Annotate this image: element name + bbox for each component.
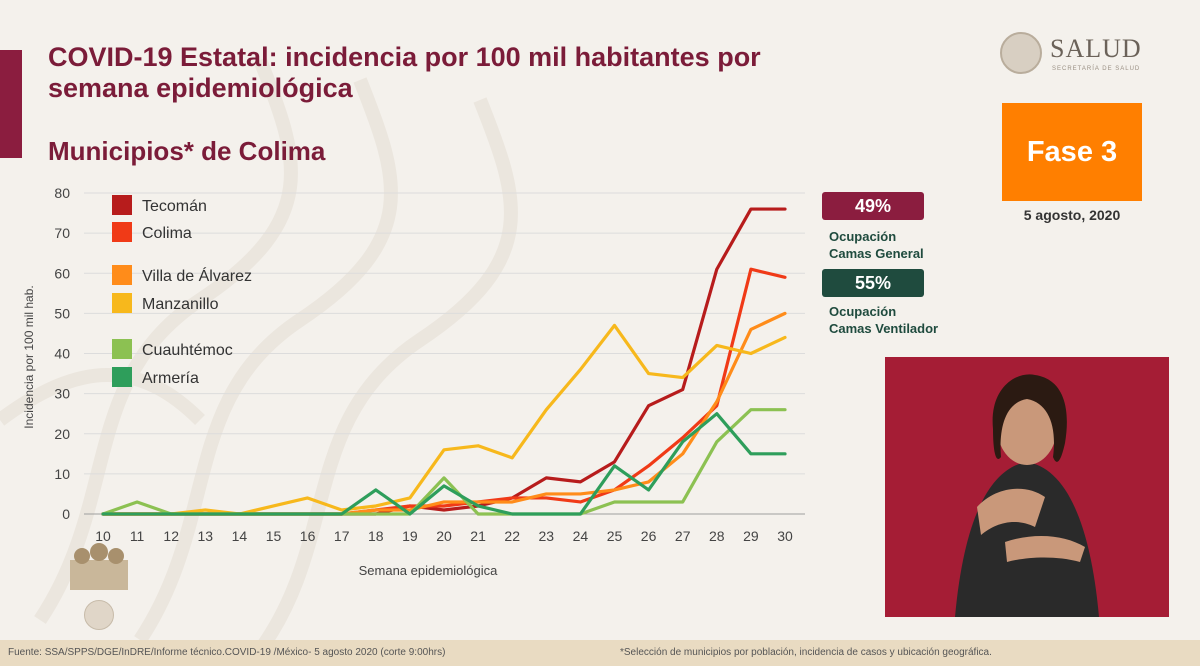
footer-seal-icon [84,600,114,630]
legend-label: Tecomán [142,198,207,215]
y-tick-label: 30 [54,386,70,402]
series-lines [101,207,787,516]
series-line [101,207,787,516]
x-tick-label: 10 [95,528,111,544]
series-line [101,412,787,516]
page-title: COVID-19 Estatal: incidencia por 100 mil… [48,42,908,104]
x-tick-label: 17 [334,528,350,544]
source-note: Fuente: SSA/SPPS/DGE/InDRE/Informe técni… [8,647,446,658]
x-tick-label: 12 [163,528,179,544]
x-tick-label: 11 [130,528,145,544]
x-tick-label: 16 [300,528,316,544]
x-tick-label: 25 [607,528,623,544]
legend-item: Villa de Álvarez [112,265,252,285]
general-beds-label-line2: Camas General [829,246,924,261]
legend-swatch [112,195,132,215]
y-tick-label: 0 [62,506,70,522]
commemorative-emblem [66,540,132,596]
legend-label: Cuauhtémoc [142,342,233,359]
y-tick-label: 50 [54,305,70,321]
y-tick-label: 60 [54,265,70,281]
x-tick-label: 20 [436,528,452,544]
x-tick-label: 21 [470,528,486,544]
sign-language-video [885,357,1169,617]
y-tick-label: 20 [54,426,70,442]
legend-label: Colima [142,225,192,242]
x-tick-label: 24 [573,528,589,544]
x-tick-label: 26 [641,528,657,544]
legend-swatch [112,367,132,387]
x-axis-label: Semana epidemiológica [359,563,499,578]
x-tick-label: 28 [709,528,725,544]
x-tick-label: 30 [777,528,793,544]
ventilator-beds-badge: 55% [822,269,924,297]
chart-legend: Tecomán Colima Villa de Álvarez Manzanillo C… [112,195,252,387]
selection-note: *Selección de municipios por población, … [620,647,992,658]
x-tick-label: 18 [368,528,384,544]
x-tick-label: 23 [539,528,555,544]
phase-badge: Fase 3 [1002,103,1142,201]
logo-text: SALUD [1050,34,1142,63]
report-date: 5 agosto, 2020 [1023,207,1121,223]
general-beds-badge: 49% [822,192,924,220]
y-tick-label: 10 [54,466,70,482]
legend-item: Cuauhtémoc [112,339,233,359]
legend-label: Villa de Álvarez [142,266,252,285]
legend-item: Colima [112,222,192,242]
interpreter-figure [955,374,1099,617]
footer-bar: Fuente: SSA/SPPS/DGE/InDRE/Informe técni… [0,640,1200,666]
legend-swatch [112,222,132,242]
x-tick-label: 13 [198,528,214,544]
legend-item: Armería [112,367,199,387]
series-line [101,408,787,516]
mexico-seal-icon [1000,32,1042,74]
x-tick-label: 15 [266,528,282,544]
page-subtitle: Municipios* de Colima [48,136,326,166]
x-tick-label: 19 [402,528,418,544]
y-tick-label: 80 [54,185,70,201]
y-tick-labels: 0 10 20 30 40 50 60 70 80 [54,185,70,522]
x-tick-label: 22 [504,528,520,544]
title-line-2: semana epidemiológica [48,73,353,103]
general-beds-label: Ocupación Camas General [829,228,999,262]
legend-item: Tecomán [112,195,207,215]
series-line [101,323,787,516]
legend-swatch [112,339,132,359]
y-axis-label: Incidencia por 100 mil hab. [22,285,36,428]
legend-label: Manzanillo [142,296,219,313]
y-tick-label: 40 [54,346,70,362]
incidence-line-chart: 0 10 20 30 40 50 60 70 80 10 11 12 13 14 15 16 17 18 19 20… [22,185,805,578]
legend-swatch [112,293,132,313]
salud-logo: SALUD SECRETARÍA DE SALUD [1000,30,1160,80]
x-tick-label: 14 [232,528,248,544]
legend-label: Armería [142,370,199,387]
x-tick-label: 27 [675,528,691,544]
title-accent-bar [0,50,22,158]
general-beds-label-line1: Ocupación [829,229,897,244]
legend-item: Manzanillo [112,293,219,313]
x-tick-labels: 10 11 12 13 14 15 16 17 18 19 20 21 22 23 24 25 26 27 28 29… [95,528,793,544]
x-tick-label: 29 [743,528,759,544]
ventilator-beds-label: Ocupación Camas Ventilador [829,303,999,337]
y-tick-label: 70 [54,225,70,241]
ventilator-beds-label-line1: Ocupación [829,304,897,319]
ventilator-beds-label-line2: Camas Ventilador [829,321,939,336]
title-line-1: COVID-19 Estatal: incidencia por 100 mil… [48,42,761,72]
legend-swatch [112,265,132,285]
logo-subtext: SECRETARÍA DE SALUD [1052,66,1141,72]
